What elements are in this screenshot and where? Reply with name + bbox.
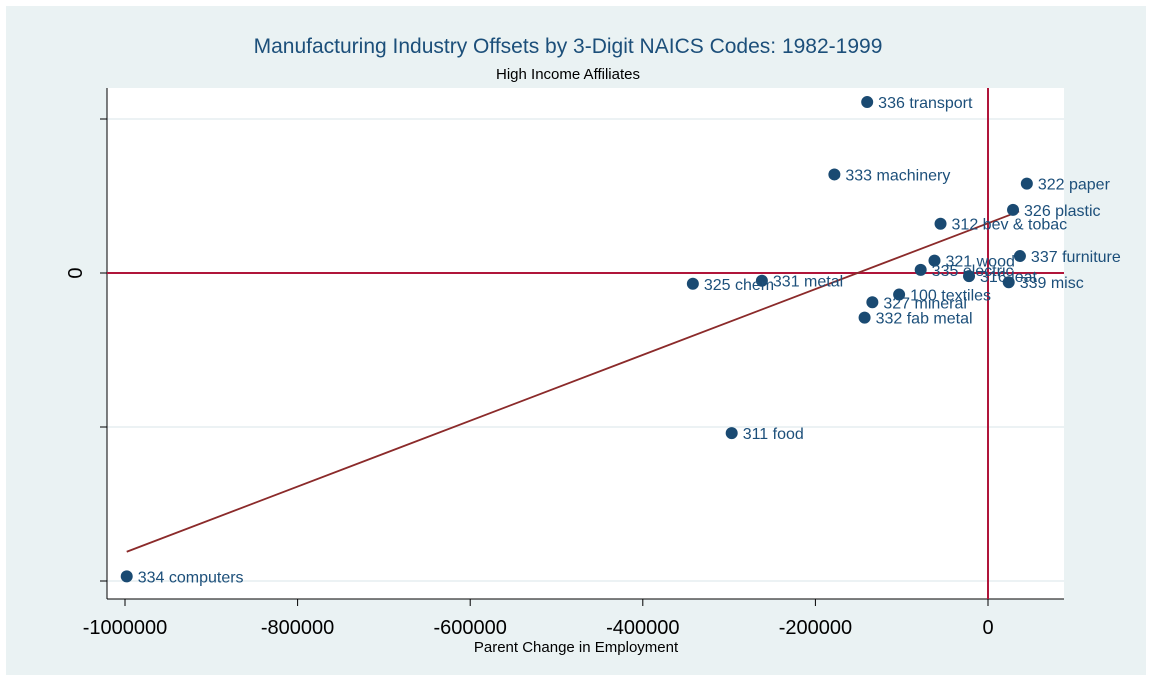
- data-point: [866, 296, 879, 309]
- data-point: [1013, 250, 1026, 263]
- x-axis-title: Parent Change in Employment: [474, 639, 679, 656]
- data-point: [1007, 203, 1020, 216]
- chart-subtitle: High Income Affiliates: [496, 66, 640, 83]
- x-tick-label: -1000000: [83, 617, 168, 639]
- data-point-label: 332 fab metal: [876, 311, 973, 328]
- data-point: [120, 570, 133, 583]
- data-point: [914, 263, 927, 276]
- data-point: [725, 427, 738, 440]
- data-point: [828, 168, 841, 181]
- x-tick-label: -200000: [779, 617, 852, 639]
- chart-title: Manufacturing Industry Offsets by 3-Digi…: [254, 35, 883, 58]
- data-point: [1020, 177, 1033, 190]
- data-point-label: 312 bev & tobac: [952, 217, 1068, 234]
- data-point-label: 334 computers: [138, 569, 244, 586]
- data-point-label: 325 chem: [704, 277, 774, 294]
- data-point-label: 333 machinery: [845, 167, 950, 184]
- x-tick-label: -400000: [606, 617, 679, 639]
- x-tick-label: 0: [982, 617, 993, 639]
- axes: 0 -1000000 -800000 -600000 -400000 -200000 0: [65, 88, 1064, 639]
- data-point-label: 336 transport: [878, 95, 973, 112]
- data-point-label: 331 metal: [773, 274, 843, 291]
- data-point-label: 326 plastic: [1024, 203, 1101, 220]
- data-point-label: 100 textiles: [910, 288, 991, 305]
- data-point-label: 339 misc: [1020, 275, 1084, 292]
- data-point: [928, 254, 941, 267]
- data-point: [861, 96, 874, 109]
- data-point: [963, 270, 976, 283]
- data-point: [755, 274, 768, 287]
- data-point: [858, 311, 871, 324]
- data-point-label: 311 food: [743, 426, 804, 443]
- fit-line: [126, 210, 1020, 553]
- data-point-label: 337 furniture: [1031, 249, 1121, 266]
- x-tick-label: -800000: [261, 617, 334, 639]
- y-tick-label: 0: [65, 267, 87, 278]
- data-point: [1002, 276, 1015, 289]
- data-point: [893, 288, 906, 301]
- plot-area: [107, 88, 1064, 599]
- x-tick-label: -600000: [433, 617, 506, 639]
- fit-line-group: [126, 210, 1020, 553]
- data-point-label: 322 paper: [1038, 177, 1111, 194]
- data-point: [686, 277, 699, 290]
- reference-lines: [107, 88, 1064, 599]
- data-point: [934, 217, 947, 230]
- data-point-label: 327 mineral: [883, 295, 967, 312]
- data-point-label: 321 wood: [945, 254, 1014, 271]
- data-points: 336 transport 333 machinery 322 paper 326 p…: [120, 95, 1121, 586]
